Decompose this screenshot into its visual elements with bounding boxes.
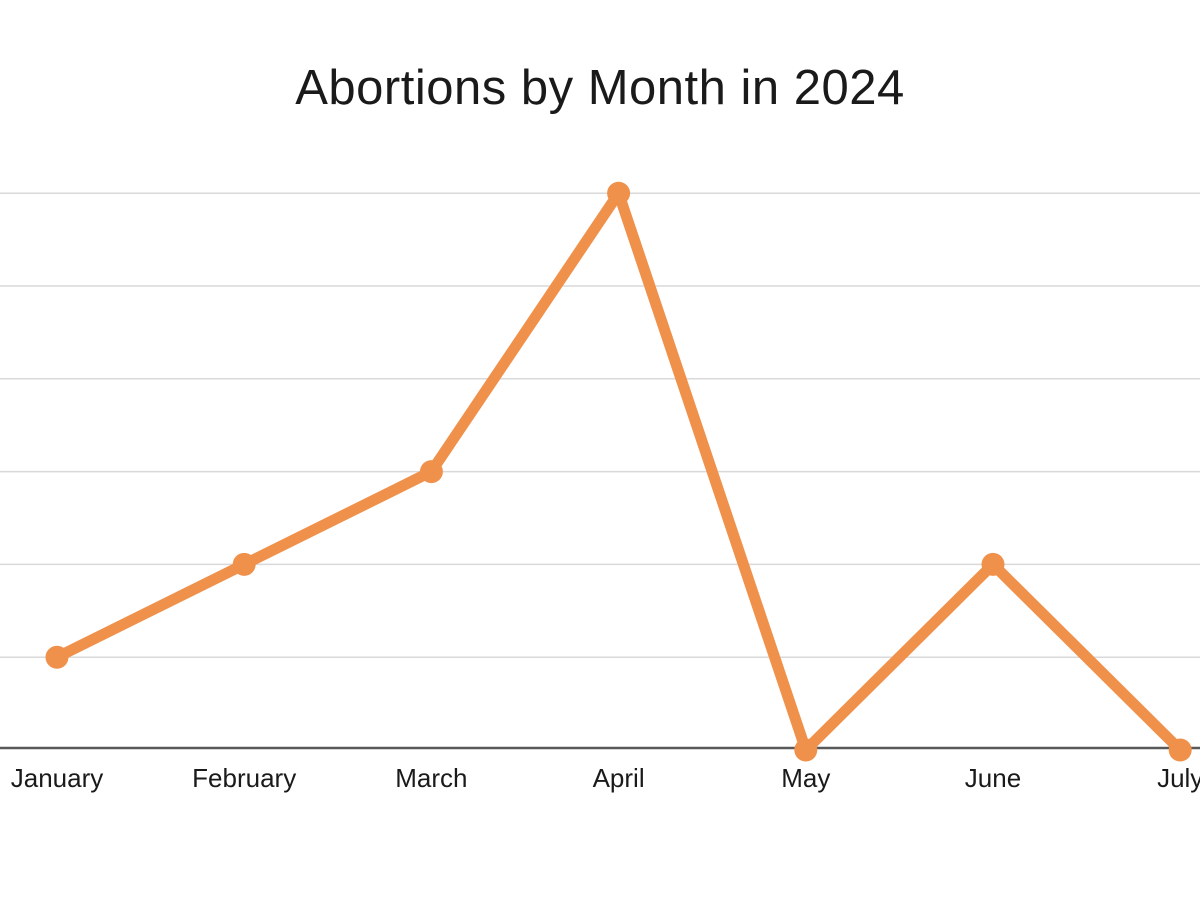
x-axis-label-june: June — [965, 763, 1021, 793]
data-point-may — [794, 738, 818, 762]
data-point-april — [607, 181, 631, 205]
x-axis-label-july: July — [1157, 763, 1200, 793]
data-point-march — [419, 460, 443, 484]
gridlines-group — [0, 192, 1200, 658]
x-axis-label-february: February — [192, 763, 296, 793]
data-points-group — [45, 181, 1192, 762]
chart-title: Abortions by Month in 2024 — [295, 61, 905, 115]
x-axis-label-may: May — [781, 763, 830, 793]
data-point-february — [232, 552, 256, 576]
data-point-july — [1168, 738, 1192, 762]
x-axis-label-april: April — [593, 763, 645, 793]
x-axis-label-january: January — [11, 763, 104, 793]
x-axis-labels-group: January February March April May June July — [11, 763, 1200, 793]
data-point-june — [981, 552, 1005, 576]
data-point-january — [45, 645, 69, 669]
x-axis-label-march: March — [395, 763, 467, 793]
